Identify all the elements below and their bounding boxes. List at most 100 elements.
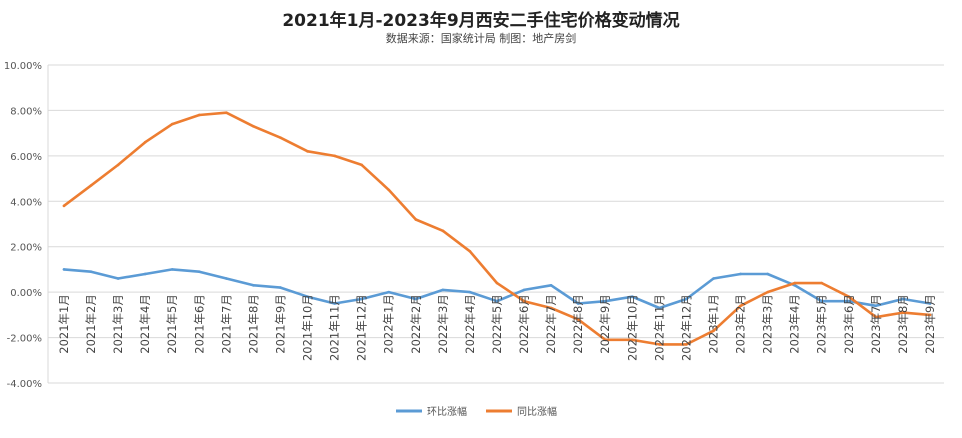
x-tick-label: 2022年6月: [517, 294, 531, 354]
data-point: [874, 304, 878, 308]
x-tick-label: 2023年9月: [923, 294, 937, 354]
chart-subtitle: 数据来源：国家统计局 制图：地产房剑: [385, 32, 577, 45]
data-point: [631, 338, 634, 342]
data-point: [333, 154, 336, 158]
data-point: [225, 277, 228, 280]
x-tick-label: 2021年7月: [219, 294, 233, 354]
x-tick-label: 2022年2月: [409, 294, 423, 354]
x-tick-label: 2021年10月: [301, 294, 315, 361]
data-point: [198, 270, 201, 274]
data-point: [441, 288, 445, 292]
data-point: [387, 290, 391, 294]
data-point: [576, 302, 580, 305]
y-tick-label: 8.00%: [10, 106, 42, 117]
legend-label: 环比涨幅: [427, 405, 467, 418]
x-tick-label: 2023年1月: [707, 294, 721, 354]
data-point: [414, 297, 418, 301]
data-point: [901, 311, 905, 314]
data-point: [252, 125, 255, 128]
data-point: [143, 140, 147, 144]
data-point: [685, 343, 688, 346]
data-point: [549, 284, 553, 287]
x-tick-label: 2022年5月: [490, 294, 504, 354]
data-point: [170, 268, 174, 271]
x-tick-label: 2023年3月: [761, 294, 775, 354]
x-tick-label: 2021年12月: [355, 294, 369, 361]
x-tick-label: 2023年2月: [734, 294, 748, 354]
x-tick-label: 2021年9月: [274, 294, 288, 354]
data-point: [279, 136, 282, 139]
data-point: [603, 299, 607, 303]
x-tick-label: 2022年1月: [382, 294, 396, 354]
data-point: [333, 302, 336, 305]
x-tick-label: 2022年9月: [598, 294, 612, 354]
data-point: [143, 272, 147, 276]
x-tick-label: 2022年10月: [625, 294, 639, 361]
data-point: [658, 306, 661, 310]
data-point: [847, 295, 851, 298]
data-point: [198, 113, 201, 117]
series-lines: [62, 111, 932, 346]
data-point: [495, 299, 499, 303]
x-tick-label: 2021年8月: [246, 294, 260, 354]
y-tick-label: 10.00%: [4, 61, 42, 72]
x-tick-label: 2023年6月: [842, 294, 856, 354]
data-point: [225, 111, 228, 114]
data-point: [631, 295, 634, 298]
data-point: [847, 299, 851, 303]
x-tick-label: 2022年8月: [571, 294, 585, 354]
x-tick-label: 2021年1月: [57, 294, 71, 354]
data-point: [441, 229, 445, 233]
data-point: [306, 295, 309, 298]
data-point: [739, 304, 742, 308]
y-tick-label: 4.00%: [10, 197, 42, 208]
data-point: [549, 306, 553, 310]
data-point: [928, 302, 932, 305]
data-point: [901, 297, 905, 301]
x-tick-label: 2022年7月: [544, 294, 558, 354]
data-point: [603, 338, 607, 342]
data-point: [468, 290, 472, 294]
x-tick-label: 2021年3月: [111, 294, 125, 354]
x-tick-label: 2023年5月: [815, 294, 829, 354]
gridlines: [47, 64, 944, 384]
data-point: [252, 284, 255, 287]
data-point: [414, 218, 418, 221]
data-point: [928, 313, 932, 317]
data-point: [89, 270, 93, 274]
x-tick-label: 2022年3月: [436, 294, 450, 354]
data-point: [766, 290, 769, 294]
data-point: [712, 329, 715, 333]
data-point: [116, 277, 120, 280]
data-point: [279, 286, 282, 289]
data-point: [89, 184, 93, 187]
x-tick-label: 2023年8月: [896, 294, 910, 354]
y-tick-label: 6.00%: [10, 152, 42, 163]
x-tick-label: 2021年2月: [84, 294, 98, 354]
data-point: [739, 272, 742, 276]
x-tick-label: 2021年5月: [165, 294, 179, 354]
data-point: [576, 318, 580, 321]
data-point: [116, 163, 120, 167]
data-point: [820, 281, 824, 285]
data-point: [820, 299, 824, 303]
x-tick-label: 2021年4月: [138, 294, 152, 354]
data-point: [360, 297, 363, 301]
data-point: [793, 281, 796, 285]
legend: 环比涨幅 同比涨幅: [396, 405, 557, 418]
y-tick-label: 2.00%: [10, 243, 42, 254]
x-tick-label: 2022年12月: [679, 294, 693, 361]
data-point: [766, 272, 769, 276]
x-axis-ticks: 2021年1月 2021年2月 2021年3月 2021年4月 2021年5月 2021年…: [57, 294, 937, 361]
data-point: [658, 343, 661, 346]
x-tick-label: 2022年4月: [463, 294, 477, 354]
data-point: [62, 268, 66, 271]
x-tick-label: 2023年7月: [869, 294, 883, 354]
data-point: [522, 288, 526, 292]
x-tick-label: 2021年6月: [192, 294, 206, 354]
x-tick-label: 2022年11月: [652, 294, 666, 361]
x-tick-label: 2021年11月: [328, 294, 342, 361]
y-axis-ticks: 10.00% 8.00% 6.00% 4.00% 2.00% 0.00% -2.00% -4.…: [4, 61, 42, 390]
data-point: [306, 150, 309, 153]
